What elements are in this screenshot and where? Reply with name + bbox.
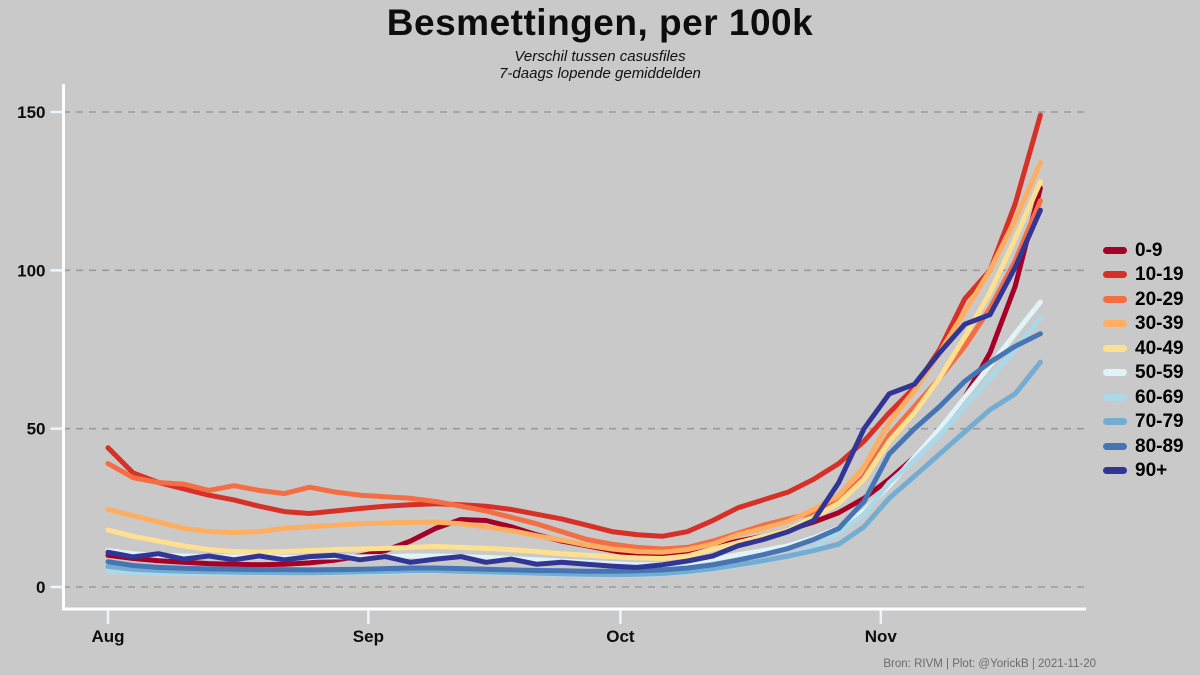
legend-item-30-39: 30-39 <box>1103 314 1200 335</box>
legend-item-80-89: 80-89 <box>1103 436 1200 457</box>
series-line-50-59 <box>105 299 1043 568</box>
chart-title: Besmettingen, per 100k <box>386 2 814 43</box>
legend: 0-9 10-19 20-29 30-39 40-49 50-59 60-69 70-79 80… <box>1103 240 1200 481</box>
legend-item-90+: 90+ <box>1103 461 1200 482</box>
legend-label: 30-39 <box>1135 313 1184 335</box>
series-line-10-19 <box>105 112 1043 539</box>
chart-subtitle-line1: Verschil tussen casusfiles <box>514 48 686 65</box>
legend-item-10-19: 10-19 <box>1103 265 1200 286</box>
legend-swatch-icon <box>1103 442 1127 450</box>
legend-label: 70-79 <box>1135 411 1184 433</box>
y-tick-label: 150 <box>17 103 45 122</box>
legend-label: 20-29 <box>1135 288 1184 310</box>
chart-subtitle-line2: 7-daags lopende gemiddelden <box>499 65 701 82</box>
x-tick-label: Sep <box>353 627 384 646</box>
legend-item-40-49: 40-49 <box>1103 338 1200 359</box>
source-caption: Bron: RIVM | Plot: @YorickB | 2021-11-20 <box>883 658 1096 670</box>
x-tick-label: Aug <box>91 627 124 646</box>
series-line-30-39 <box>105 160 1043 555</box>
series-line-40-49 <box>105 179 1043 561</box>
legend-label: 10-19 <box>1135 264 1184 286</box>
legend-swatch-icon <box>1103 467 1127 475</box>
y-tick-label: 100 <box>17 261 45 280</box>
legend-swatch-icon <box>1103 393 1127 401</box>
legend-item-70-79: 70-79 <box>1103 412 1200 433</box>
series-line-90+ <box>105 207 1043 570</box>
legend-item-20-29: 20-29 <box>1103 289 1200 310</box>
legend-item-0-9: 0-9 <box>1103 240 1200 261</box>
legend-label: 80-89 <box>1135 435 1184 457</box>
legend-item-50-59: 50-59 <box>1103 363 1200 384</box>
y-tick-label: 0 <box>36 578 45 597</box>
legend-swatch-icon <box>1103 320 1127 328</box>
series-line-70-79 <box>105 359 1043 578</box>
legend-label: 60-69 <box>1135 386 1184 408</box>
x-tick-label: Oct <box>606 627 635 646</box>
series-line-20-29 <box>105 198 1043 552</box>
legend-swatch-icon <box>1103 295 1127 303</box>
series-line-0-9 <box>105 185 1043 568</box>
legend-swatch-icon <box>1103 344 1127 352</box>
legend-swatch-icon <box>1103 246 1127 254</box>
legend-label: 90+ <box>1135 460 1168 482</box>
series-line-80-89 <box>105 331 1043 574</box>
legend-label: 50-59 <box>1135 362 1184 384</box>
legend-label: 0-9 <box>1135 239 1163 261</box>
legend-label: 40-49 <box>1135 337 1184 359</box>
legend-swatch-icon <box>1103 271 1127 279</box>
y-tick-label: 50 <box>27 420 46 439</box>
x-tick-label: Nov <box>865 627 898 646</box>
legend-swatch-icon <box>1103 369 1127 377</box>
legend-item-60-69: 60-69 <box>1103 387 1200 408</box>
legend-swatch-icon <box>1103 418 1127 426</box>
